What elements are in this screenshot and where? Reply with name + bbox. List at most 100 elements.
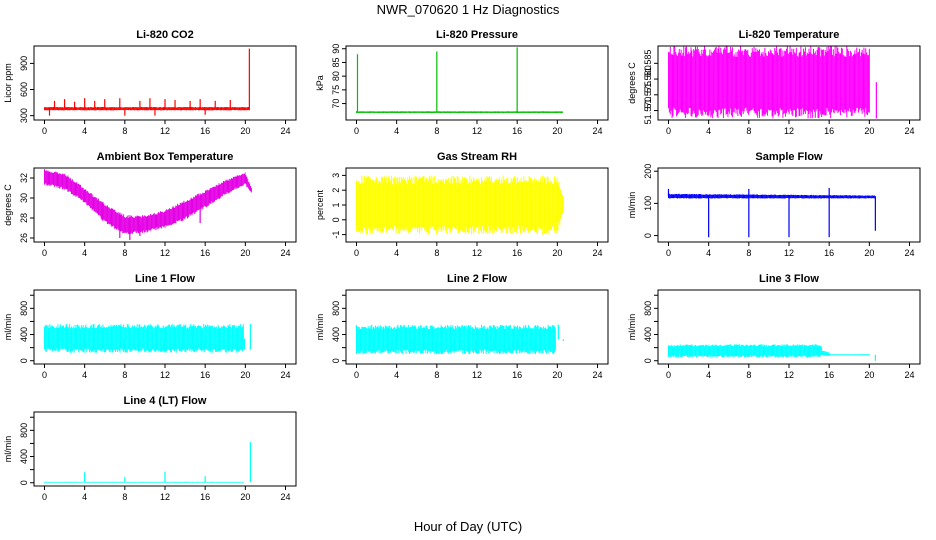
y-axis: 0 400 800 [19, 294, 34, 363]
series [667, 187, 876, 238]
series [43, 324, 251, 353]
x-tick-label: 20 [552, 370, 562, 380]
x-tick-label: 0 [666, 370, 671, 380]
panel: Line 2 Flow ml/min 0 4 8 12 16 20 24 0 400 800 [315, 273, 609, 380]
y-tick-label: 90 [331, 44, 341, 54]
x-tick-label: 24 [905, 126, 915, 136]
y-tick-label: 70 [331, 99, 341, 109]
x-tick-label: 20 [240, 370, 250, 380]
y-tick-label: 0 [19, 358, 29, 363]
panel-title: Line 1 Flow [135, 273, 195, 285]
y-tick-label: 28 [19, 213, 29, 223]
figure-x-label: Hour of Day (UTC) [414, 519, 522, 534]
series [667, 344, 876, 361]
x-tick-label: 24 [281, 248, 291, 258]
x-tick-label: 12 [160, 248, 170, 258]
x-tick-label: 24 [593, 126, 603, 136]
y-tick-label: 400 [643, 327, 653, 342]
y-tick-label: 3 [331, 173, 341, 178]
y-tick-label: 0 [19, 480, 29, 485]
x-tick-label: 12 [160, 126, 170, 136]
series [355, 47, 563, 114]
x-tick-label: 20 [864, 248, 874, 258]
x-tick-label: 12 [784, 126, 794, 136]
x-tick-label: 8 [746, 370, 751, 380]
panel: Sample Flow ml/min 0 4 8 12 16 20 24 0 100 200 [627, 151, 921, 258]
panel-y-label: Licor ppm [3, 63, 13, 103]
y-tick-label: 800 [643, 301, 653, 316]
panel-y-label: ml/min [315, 314, 325, 341]
series [43, 48, 250, 116]
y-axis: -1 0 1 2 3 [331, 173, 346, 239]
y-tick-label: 2 [331, 188, 341, 193]
x-tick-label: 20 [864, 126, 874, 136]
x-tick-label: 16 [824, 248, 834, 258]
y-tick-label: 200 [643, 164, 653, 179]
x-tick-label: 4 [706, 126, 711, 136]
x-axis: 0 4 8 12 16 20 24 [354, 242, 603, 258]
x-tick-label: 24 [281, 370, 291, 380]
panel-title: Li-820 Temperature [739, 29, 840, 41]
x-tick-label: 16 [200, 370, 210, 380]
y-tick-label: 100 [643, 196, 653, 211]
panel-title: Li-820 CO2 [136, 29, 193, 41]
panel: Li-820 CO2 Licor ppm 0 4 8 12 16 20 24 300 600 900 [3, 29, 297, 136]
x-tick-label: 12 [472, 126, 482, 136]
y-tick-label: 400 [331, 327, 341, 342]
x-tick-label: 0 [354, 126, 359, 136]
x-tick-label: 8 [434, 126, 439, 136]
x-tick-label: 16 [512, 126, 522, 136]
x-tick-label: 4 [82, 492, 87, 502]
x-tick-label: 0 [42, 492, 47, 502]
y-tick-label: 900 [19, 56, 29, 71]
panel-y-label: degrees C [627, 62, 637, 104]
panel-y-label: degrees C [3, 184, 13, 226]
panel-y-label: ml/min [627, 192, 637, 219]
x-tick-label: 24 [281, 126, 291, 136]
x-axis: 0 4 8 12 16 20 24 [42, 242, 291, 258]
panel-y-label: kPa [315, 75, 325, 91]
x-axis: 0 4 8 12 16 20 24 [42, 486, 291, 502]
x-tick-label: 4 [82, 370, 87, 380]
panel: Li-820 Pressure kPa 0 4 8 12 16 20 24 70 75 80 85 90 [315, 29, 609, 136]
panel-y-label: ml/min [627, 314, 637, 341]
y-tick-label: 800 [331, 301, 341, 316]
x-tick-label: 16 [200, 126, 210, 136]
x-tick-label: 12 [472, 248, 482, 258]
panel-title: Li-820 Pressure [436, 29, 518, 41]
x-tick-label: 20 [552, 126, 562, 136]
x-tick-label: 0 [666, 248, 671, 258]
y-tick-label: 800 [19, 301, 29, 316]
panel-title: Sample Flow [755, 151, 823, 163]
x-tick-label: 24 [593, 248, 603, 258]
panel: Line 4 (LT) Flow ml/min 0 4 8 12 16 20 24 0 400 800 [3, 395, 297, 502]
x-tick-label: 4 [394, 126, 399, 136]
y-axis: 26 28 30 32 [19, 173, 34, 243]
x-tick-label: 20 [240, 126, 250, 136]
y-tick-label: 85 [331, 57, 341, 67]
x-tick-label: 4 [394, 248, 399, 258]
panel-title: Ambient Box Temperature [97, 151, 234, 163]
x-tick-label: 16 [824, 126, 834, 136]
y-tick-label: 0 [643, 358, 653, 363]
x-tick-label: 12 [160, 492, 170, 502]
x-tick-label: 0 [42, 248, 47, 258]
y-tick-label: 0 [331, 358, 341, 363]
y-tick-label: -1 [331, 231, 341, 239]
series [43, 169, 252, 240]
y-tick-label: 51.585 [643, 50, 653, 78]
x-tick-label: 8 [122, 492, 127, 502]
y-tick-label: 1 [331, 202, 341, 207]
x-tick-label: 12 [472, 370, 482, 380]
x-tick-label: 8 [122, 248, 127, 258]
x-tick-label: 20 [240, 492, 250, 502]
series [43, 442, 251, 483]
x-tick-label: 16 [200, 248, 210, 258]
x-tick-label: 16 [512, 248, 522, 258]
x-axis: 0 4 8 12 16 20 24 [42, 120, 291, 136]
panel-title: Line 2 Flow [447, 273, 507, 285]
plot-frame [345, 45, 609, 121]
y-tick-label: 51.575 [643, 81, 653, 109]
